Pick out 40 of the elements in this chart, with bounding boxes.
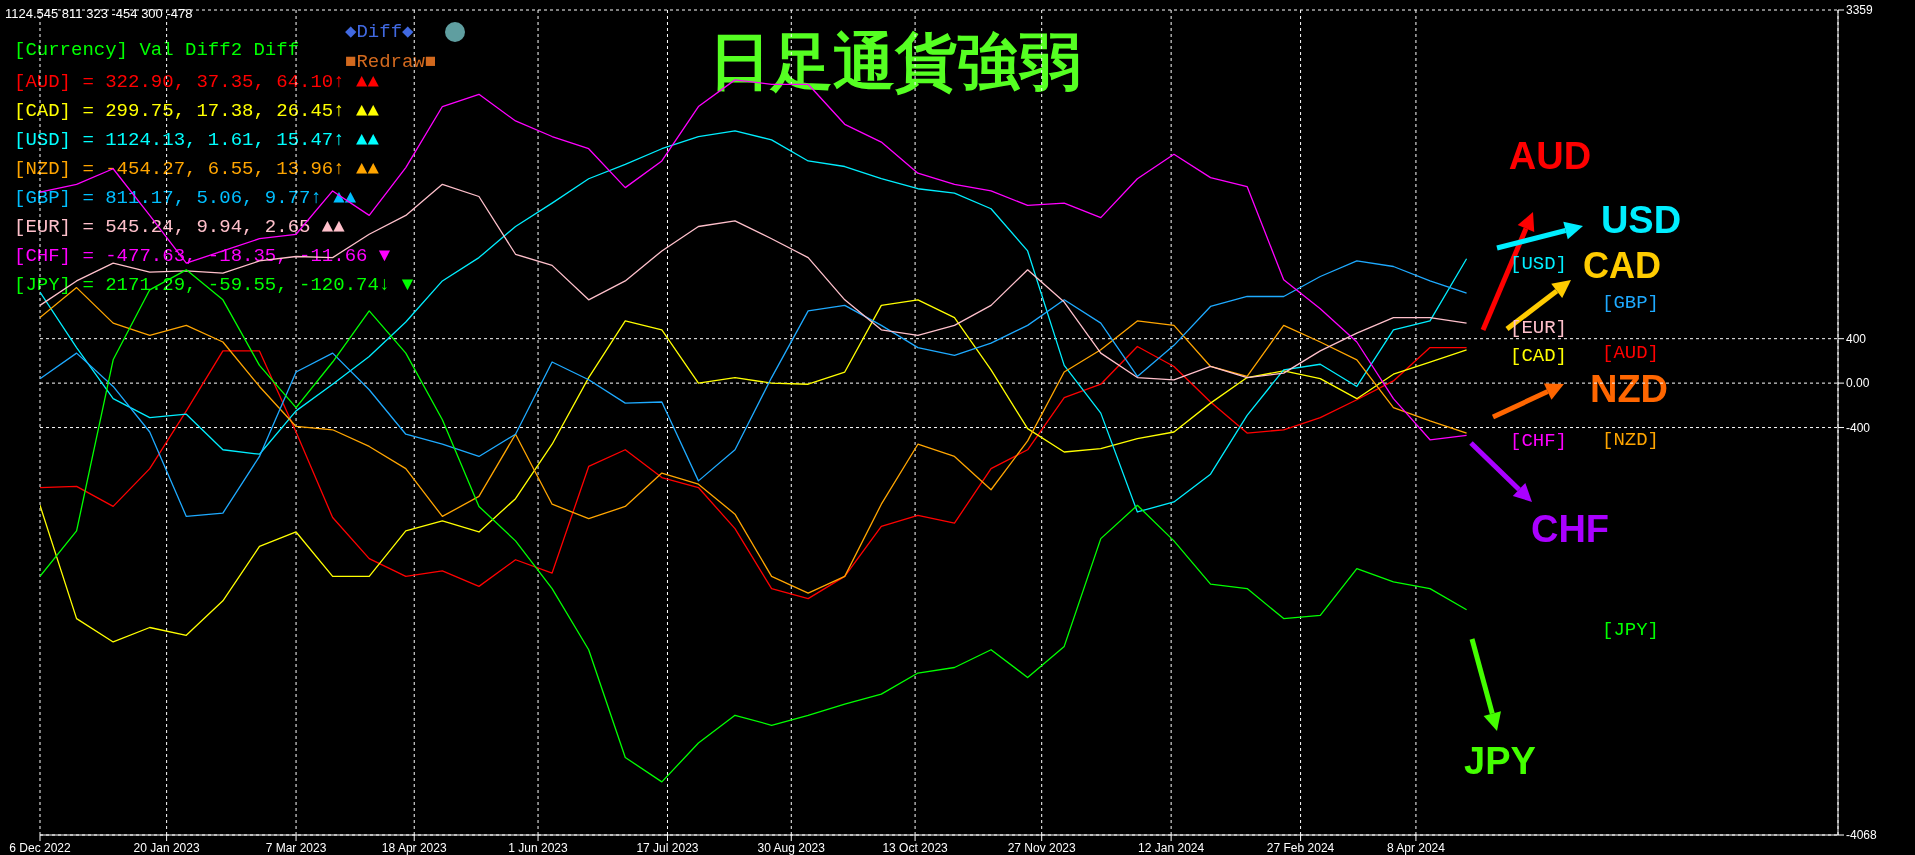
x-tick-label: 6 Dec 2022 (9, 840, 72, 855)
annotation: AUD (1508, 135, 1592, 177)
legend-label: [USD] (1510, 252, 1568, 275)
text: [AUD] (1602, 341, 1660, 364)
x-tick-label: 7 Mar 2023 (265, 840, 327, 855)
annotation: [CAD] = 299.75, 17.38, 26.45↑ ▲▲ (14, 99, 379, 122)
y-tick-label: -400 (1846, 420, 1871, 435)
x-tick-label: 12 Jan 2024 (1138, 840, 1205, 855)
annotation: [USD] = 1124.13, 1.61, 15.47↑ ▲▲ (14, 128, 379, 151)
x-tick-label: 27 Feb 2024 (1266, 840, 1335, 855)
x-tick-label: 1 Jun 2023 (508, 840, 569, 855)
x-tick-label: 8 Apr 2024 (1386, 840, 1446, 855)
annotation: CAD (1583, 245, 1661, 286)
annotation: USD (1600, 199, 1682, 241)
x-tick-label: 18 Apr 2023 (381, 840, 447, 855)
annotation: CHF (1530, 508, 1610, 550)
x-tick-label: 20 Jan 2023 (133, 840, 200, 855)
annotation: [Currency] Val Diff2 Diff (14, 38, 300, 61)
annotation: [AUD] = 322.90, 37.35, 64.10↑ ▲▲ (14, 70, 379, 93)
y-tick-label: -4068 (1846, 828, 1878, 843)
text: [CHF] (1510, 429, 1568, 452)
text: [EUR] (1510, 316, 1568, 339)
text: [NZD] (1602, 428, 1660, 451)
annotation: NZD (1589, 368, 1669, 410)
text: [CAD] (1510, 344, 1568, 367)
annotation: 1124.545 811 323 -454 300 -478 (5, 5, 193, 21)
y-tick-label: 400 (1846, 331, 1867, 346)
text: [JPY] (1602, 618, 1660, 641)
text: [GBP] (1602, 291, 1660, 314)
annotation: [NZD] = -454.27, 6.55, 13.96↑ ▲▲ (14, 157, 379, 180)
annotation: JPY (1464, 740, 1536, 782)
chart-title: 日足通貨強弱 (709, 26, 1081, 98)
x-tick-label: 13 Oct 2023 (882, 840, 949, 855)
x-tick-label: 30 Aug 2023 (757, 840, 826, 855)
x-tick-label: 27 Nov 2023 (1007, 840, 1077, 855)
y-tick-label: 3359 (1846, 3, 1874, 18)
annotation: ■Redraw■ (345, 50, 437, 73)
y-tick-label: 0.00 (1846, 376, 1870, 391)
x-tick-label: 17 Jul 2023 (636, 840, 699, 855)
annotation: ◆Diff◆ (345, 20, 414, 43)
